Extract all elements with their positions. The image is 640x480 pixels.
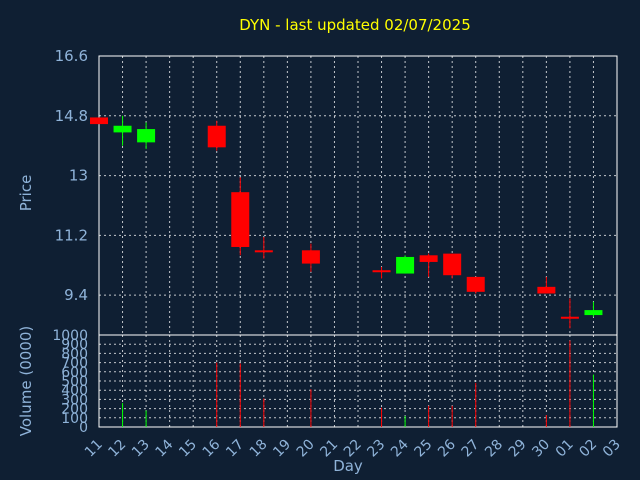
candle-body: [584, 310, 603, 316]
candle-body: [301, 250, 320, 264]
price-tick-label: 11.2: [55, 226, 88, 244]
candle-body: [254, 250, 273, 253]
volume-tick-label: 1000: [52, 328, 88, 344]
volume-tick-label: 700: [61, 356, 88, 372]
candle-body: [537, 286, 556, 294]
x-axis-label: Day: [333, 457, 363, 475]
candle-body: [231, 192, 250, 247]
volume-tick-label: 300: [61, 392, 88, 408]
volume-tick-label: 100: [61, 411, 88, 427]
price-tick-label: 9.4: [64, 286, 88, 304]
candle-body: [372, 270, 391, 273]
volume-axis-label: Volume (0000): [17, 326, 35, 436]
candle-body: [207, 125, 226, 148]
volume-tick-label: 800: [61, 346, 88, 362]
volume-tick-label: 600: [61, 365, 88, 381]
price-tick-label: 13: [69, 167, 88, 185]
volume-tick-label: 900: [61, 337, 88, 353]
volume-tick-label: 0: [79, 420, 88, 436]
chart-title: DYN - last updated 02/07/2025: [239, 16, 470, 34]
candle-body: [419, 255, 438, 262]
candle-body: [137, 129, 156, 143]
price-axis-label: Price: [17, 175, 35, 212]
volume-tick-label: 400: [61, 383, 88, 399]
candle-body: [113, 125, 132, 133]
volume-tick-label: 200: [61, 402, 88, 418]
price-panel: 16.6 14.8 13 11.2 9.4: [55, 47, 618, 336]
price-tick-label: 14.8: [55, 107, 88, 125]
candle-body: [443, 253, 462, 276]
candle-body: [560, 316, 579, 319]
candle-body: [396, 256, 415, 274]
candle-body: [90, 117, 108, 125]
candle-body: [466, 276, 485, 292]
price-tick-label: 16.6: [55, 47, 88, 65]
volume-tick-label: 500: [61, 374, 88, 390]
